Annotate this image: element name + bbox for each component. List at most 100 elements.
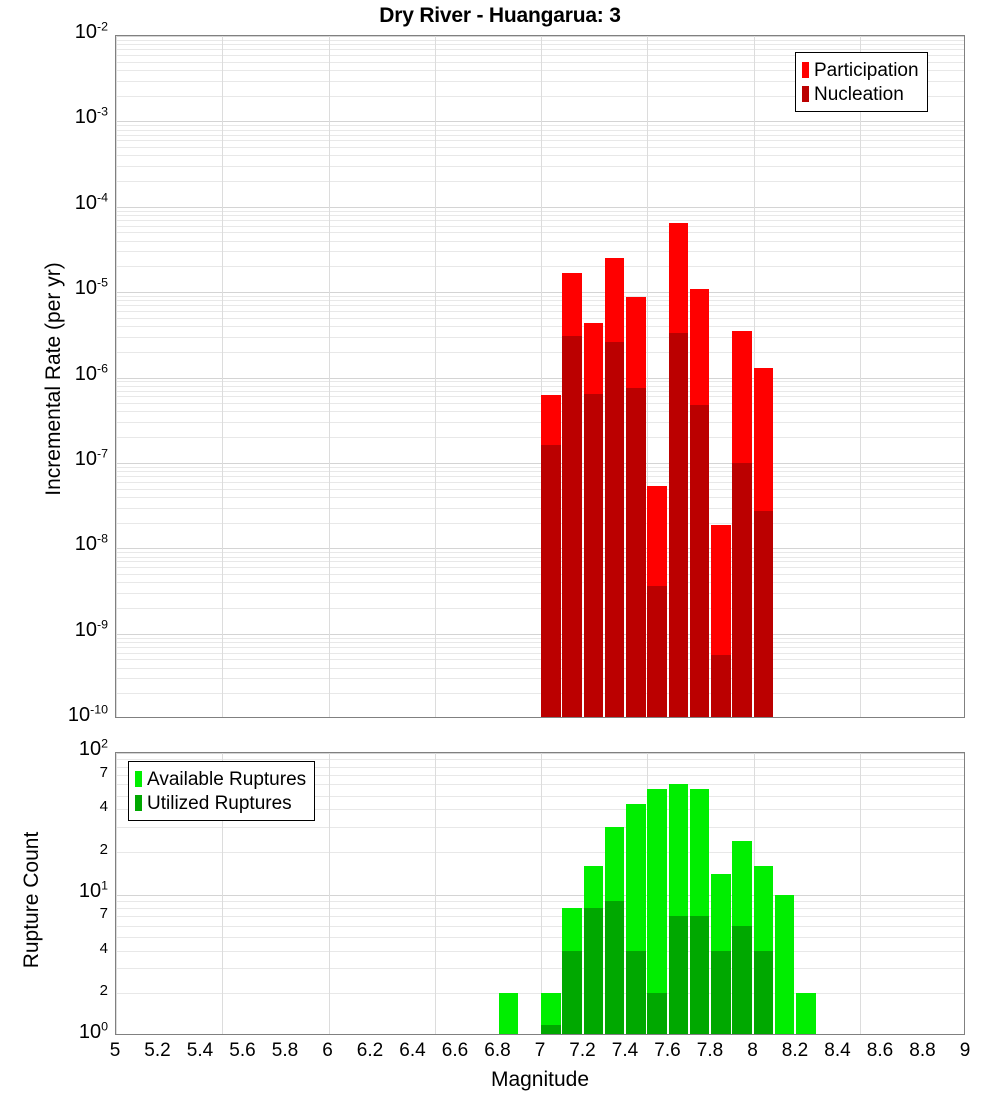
legend-label-nucleation: Nucleation [814, 83, 904, 105]
bottom-legend: Available Ruptures Utilized Ruptures [128, 761, 316, 821]
y-tick-label: 10-10 [67, 702, 108, 726]
gridline-vertical [222, 36, 223, 717]
y-tick-label: 10-3 [74, 104, 108, 129]
gridline-horizontal [116, 121, 964, 122]
rupture-count-plot [115, 752, 965, 1035]
x-tick-label: 8 [747, 1040, 758, 1061]
gridline-horizontal [116, 552, 964, 553]
gridline-horizontal [116, 582, 964, 583]
gridline-horizontal [116, 181, 964, 182]
bar-nucleation [562, 335, 582, 717]
y-tick-label: 10-4 [74, 190, 108, 214]
x-tick-label: 5 [109, 1040, 121, 1061]
gridline-horizontal [116, 318, 964, 319]
y-tick-label: 101 [78, 877, 108, 902]
gridline-horizontal [116, 634, 964, 635]
legend-label-utilized-ruptures: Utilized Ruptures [147, 792, 292, 814]
gridline-horizontal [116, 296, 964, 297]
x-tick-label: 8.2 [781, 1040, 809, 1061]
legend-item-utilized-ruptures: Utilized Ruptures [135, 791, 306, 815]
y-tick-label-minor: 4 [99, 939, 108, 957]
top-legend: Participation Nucleation [795, 52, 928, 112]
gridline-horizontal [116, 251, 964, 252]
gridline-horizontal [116, 220, 964, 221]
bar-utilized-ruptures [604, 901, 625, 1034]
gridline-horizontal [116, 386, 964, 387]
gridline-horizontal [116, 968, 964, 969]
gridline-vertical [116, 753, 117, 1034]
bar-available-ruptures [541, 993, 561, 1034]
bar-utilized-ruptures [647, 993, 667, 1034]
x-tick-label: 6.2 [356, 1040, 384, 1061]
bar-utilized-ruptures [732, 925, 752, 1034]
bar-utilized-ruptures [668, 916, 689, 1034]
gridline-horizontal [116, 437, 964, 438]
gridline-horizontal [116, 642, 964, 643]
gridline-horizontal [116, 378, 964, 379]
gridline-horizontal [116, 36, 964, 37]
gridline-horizontal [116, 125, 964, 126]
bar-nucleation [668, 333, 689, 717]
gridline-horizontal [116, 130, 964, 131]
gridline-horizontal [116, 49, 964, 50]
gridline-horizontal [116, 381, 964, 382]
gridline-horizontal [116, 337, 964, 338]
y-tick-label-minor: 7 [99, 905, 108, 923]
gridline-horizontal [116, 497, 964, 498]
gridline-horizontal [116, 476, 964, 477]
y-tick-label: 102 [78, 736, 108, 760]
legend-label-available-ruptures: Available Ruptures [147, 768, 307, 790]
nucleation-swatch-icon [802, 86, 809, 102]
x-tick-label: 6.6 [441, 1040, 469, 1061]
top-plot-area [116, 36, 964, 717]
gridline-horizontal [116, 211, 964, 212]
gridline-horizontal [116, 593, 964, 594]
bottom-plot-area [116, 753, 964, 1034]
bar-available-ruptures [647, 788, 667, 1034]
gridline-vertical [435, 753, 436, 1034]
gridline-horizontal [116, 767, 964, 768]
page-title: Dry River - Huangarua: 3 [379, 4, 621, 27]
gridline-horizontal [116, 326, 964, 327]
x-tick-label: 7.6 [654, 1040, 681, 1061]
bar-nucleation [626, 387, 646, 717]
gridline-horizontal [116, 608, 964, 609]
participation-swatch-icon [802, 62, 809, 78]
gridline-horizontal [116, 207, 964, 208]
gridline-horizontal [116, 901, 964, 902]
incremental-rate-plot [115, 35, 965, 718]
gridline-horizontal [116, 96, 964, 97]
gridline-horizontal [116, 548, 964, 549]
gridline-horizontal [116, 809, 964, 810]
gridline-horizontal [116, 567, 964, 568]
bar-utilized-ruptures [626, 950, 646, 1034]
x-axis-title: Magnitude [490, 1068, 590, 1091]
gridline-horizontal [116, 916, 964, 917]
gridline-horizontal [116, 508, 964, 509]
gridline-horizontal [116, 796, 964, 797]
x-tick-label: 8.4 [824, 1040, 851, 1061]
y-tick-label-minor: 7 [99, 763, 108, 781]
gridline-horizontal [116, 852, 964, 853]
gridline-horizontal [116, 140, 964, 141]
x-tick-label: 7.2 [569, 1040, 596, 1061]
bar-available-ruptures [498, 993, 519, 1034]
bar-nucleation [604, 342, 625, 717]
gridline-horizontal [116, 693, 964, 694]
available-ruptures-swatch-icon [135, 771, 142, 787]
gridline-horizontal [116, 311, 964, 312]
gridline-horizontal [116, 62, 964, 63]
x-tick-label: 5.4 [186, 1040, 214, 1061]
gridline-horizontal [116, 135, 964, 136]
gridline-horizontal [116, 753, 964, 754]
gridline-horizontal [116, 147, 964, 148]
gridline-horizontal [116, 993, 964, 994]
bar-available-ruptures [774, 894, 795, 1034]
gridline-horizontal [116, 305, 964, 306]
gridline-horizontal [116, 226, 964, 227]
x-tick-label: 7.8 [696, 1040, 724, 1061]
gridline-horizontal [116, 463, 964, 464]
gridline-horizontal [116, 937, 964, 938]
bar-nucleation [689, 404, 710, 717]
